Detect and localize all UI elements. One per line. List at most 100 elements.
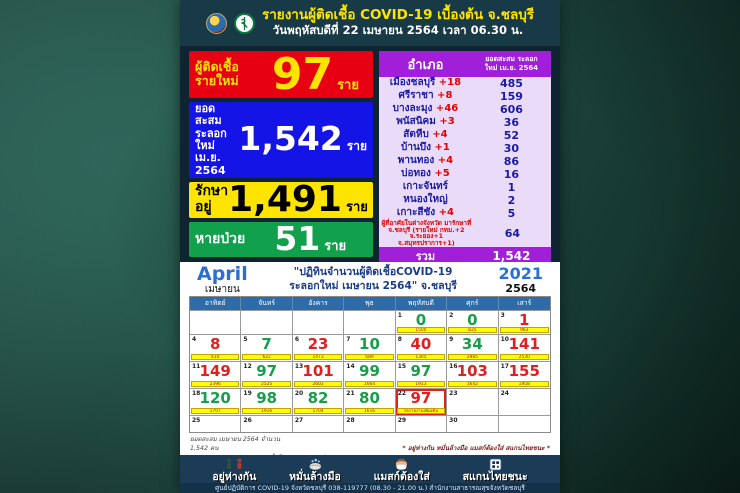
daily-cases-value: 8	[209, 335, 221, 353]
calendar-weeks: 1 0 1500 2 0 825 3 1 963 4 8 430 5 7 622 6 23 1473 7 10 689 8…	[190, 310, 550, 432]
calendar-day-5: 5 7 622	[241, 334, 293, 361]
prevention-item-handwash: หมั่นล้างมือ	[289, 458, 341, 483]
calendar-day-25: 25	[190, 415, 242, 432]
daily-cases-value: 97	[410, 389, 432, 407]
district-value: 16	[503, 168, 520, 181]
day-number: 3	[500, 312, 505, 319]
daily-cases-value: 82	[307, 389, 329, 407]
district-value: 2	[507, 194, 516, 207]
calendar-day-7: 7 10 689	[344, 334, 396, 361]
district-delta: +4	[435, 207, 454, 219]
day-number: 30	[449, 417, 458, 424]
day-number: 8	[397, 336, 402, 343]
daily-cases-value: 1	[519, 311, 530, 329]
new-cases-unit: ราย	[337, 77, 359, 93]
chonburi-province-seal-icon	[205, 12, 227, 34]
day-number: 11	[192, 363, 201, 370]
district-row: ศรีราชา +8 159	[379, 90, 551, 103]
district-value: 606	[499, 103, 523, 116]
day-number: 13	[294, 363, 304, 370]
daily-tests-bar: 2530	[499, 354, 549, 360]
daily-tests-bar: 1707	[191, 408, 240, 414]
district-name: บ้านบึง +1	[401, 142, 450, 154]
calendar-day-21: 21 80 1616	[344, 388, 396, 415]
cumulative-column-header: ยอดสะสม ระลอก ใหม่ เม.ย. 2564	[472, 51, 551, 77]
calendar-day-12: 12 97 2525	[241, 361, 293, 388]
daily-cases-value: 149	[199, 362, 231, 380]
cumulative-box: ยอดสะสม ระลอกใหม่ เม.ย. 2564 1,542 ราย	[189, 101, 373, 178]
calendar-empty-cell	[190, 310, 242, 334]
day-number: 24	[500, 390, 509, 397]
summary-section: ผู้ติดเชื้อ รายใหม่ 97 ราย ยอดสะสม ระลอก…	[180, 46, 560, 265]
distancing-icon	[227, 458, 242, 469]
calendar-day-19: 19 98 1916	[241, 388, 293, 415]
district-row: เมืองชลบุรี +18 485	[379, 77, 551, 90]
calendar-day-24: 24	[498, 388, 550, 415]
day-of-week-header: ศุกร์	[447, 297, 499, 310]
day-number: 27	[294, 417, 304, 424]
cumulative-column-header-line2: ใหม่ เม.ย. 2564	[484, 64, 539, 72]
recovered-label: หายป่วย	[195, 230, 246, 247]
district-value: 5	[507, 207, 516, 220]
district-rows: เมืองชลบุรี +18 485 ศรีราชา +8 159 บางละมุง …	[379, 77, 551, 247]
new-cases-value: 97	[271, 48, 334, 100]
day-number: 28	[346, 417, 355, 424]
daily-cases-value: 97	[410, 362, 432, 380]
report-date: วันพฤหัสบดีที่ 22 เมษายน 2564 เวลา 06.30…	[272, 23, 524, 38]
daily-cases-value: 34	[461, 335, 483, 353]
daily-tests-bar: 1958	[499, 381, 549, 387]
calendar-day-2: 2 0 825	[447, 310, 499, 334]
district-delta: +1	[431, 142, 450, 154]
calendar-day-3: 3 1 963	[498, 310, 550, 334]
daily-cases-value: 0	[415, 311, 427, 329]
district-name: เกาะสีชัง +4	[396, 207, 454, 219]
district-name: บ่อทอง +5	[401, 168, 450, 180]
calendar-grid: อาทิตย์ จันทร์ อังคาร พุธ พฤหัสบดี ศุกร์ เสาร์…	[189, 296, 551, 433]
cumulative-label-2: ระลอกใหม่	[195, 126, 227, 152]
district-value: 86	[503, 155, 520, 168]
district-table: อำเภอ ยอดสะสม ระลอก ใหม่ เม.ย. 2564 เมือ…	[379, 51, 551, 265]
cumulative-label-1: ยอดสะสม	[195, 101, 222, 128]
daily-tests-bar: 1305	[396, 354, 446, 360]
calendar-week-row: 4 8 430 5 7 622 6 23 1473 7 10 689 8 40 1305 9 34 2985 10 1…	[190, 334, 550, 361]
daily-cases-value: 103	[456, 362, 488, 380]
daily-cases-value: 120	[199, 389, 231, 407]
district-delta: +3	[435, 116, 455, 128]
daily-tests-bar: 1704	[293, 408, 343, 414]
daily-cases-value: 101	[302, 362, 334, 380]
day-number: 2	[449, 312, 454, 319]
district-delta: +46	[432, 103, 459, 115]
month-thai: เมษายน	[204, 284, 240, 295]
district-name: พนัสนิคม +3	[396, 116, 455, 128]
district-row: หนองใหญ่ 2	[379, 194, 551, 207]
in-treatment-unit: ราย	[345, 199, 368, 215]
district-table-header: อำเภอ ยอดสะสม ระลอก ใหม่ เม.ย. 2564	[379, 51, 551, 77]
calendar-week-row: 18 120 1707 19 98 1916 20 82 1704 21 80 1616 22 97 รอร…	[190, 388, 550, 415]
day-number: 9	[449, 336, 454, 343]
calendar-day-16: 16 103 1642	[447, 361, 499, 388]
prevention-item-distancing: อยู่ห่างกัน	[212, 458, 256, 483]
day-of-week-header: พุธ	[344, 297, 396, 310]
daily-tests-bar: 430	[191, 354, 240, 360]
calendar-day-30: 30	[447, 415, 499, 432]
prevention-bar: อยู่ห่างกัน หมั่นล้างมือ	[180, 455, 560, 493]
day-number: 18	[192, 390, 201, 397]
stat-boxes: ผู้ติดเชื้อ รายใหม่ 97 ราย ยอดสะสม ระลอก…	[180, 46, 376, 262]
district-delta: +18	[435, 77, 462, 89]
daily-tests-bar: 1913	[396, 381, 446, 387]
calendar-day-17: 17 155 1958	[498, 361, 550, 388]
cumulative-footnote: ยอดสะสม เมษายน 2564 จำนวน 1,542 คน	[190, 436, 281, 453]
calendar-day-13: 13 101 2602	[292, 361, 345, 388]
day-of-week-header: อาทิตย์	[190, 297, 242, 310]
poster-header: รายงานผู้ติดเชื้อ COVID-19 เบื้องต้น จ.ช…	[180, 0, 560, 46]
calendar-day-23: 23	[447, 388, 499, 415]
calendar-day-4: 4 8 430	[190, 334, 242, 361]
daily-cases-value: 98	[256, 389, 278, 407]
in-treatment-box: รักษาอยู่ 1,491 ราย	[189, 181, 373, 218]
daily-tests-bar: 963	[499, 327, 549, 333]
district-name: เกาะจันทร์	[402, 181, 448, 193]
calendar-section: April เมษายน "ปฏิทินจำนวนผู้ติดเชื้อCOVI…	[180, 262, 560, 471]
district-delta: +4	[434, 155, 454, 167]
day-number: 23	[449, 390, 458, 397]
month-english: April	[197, 263, 248, 285]
